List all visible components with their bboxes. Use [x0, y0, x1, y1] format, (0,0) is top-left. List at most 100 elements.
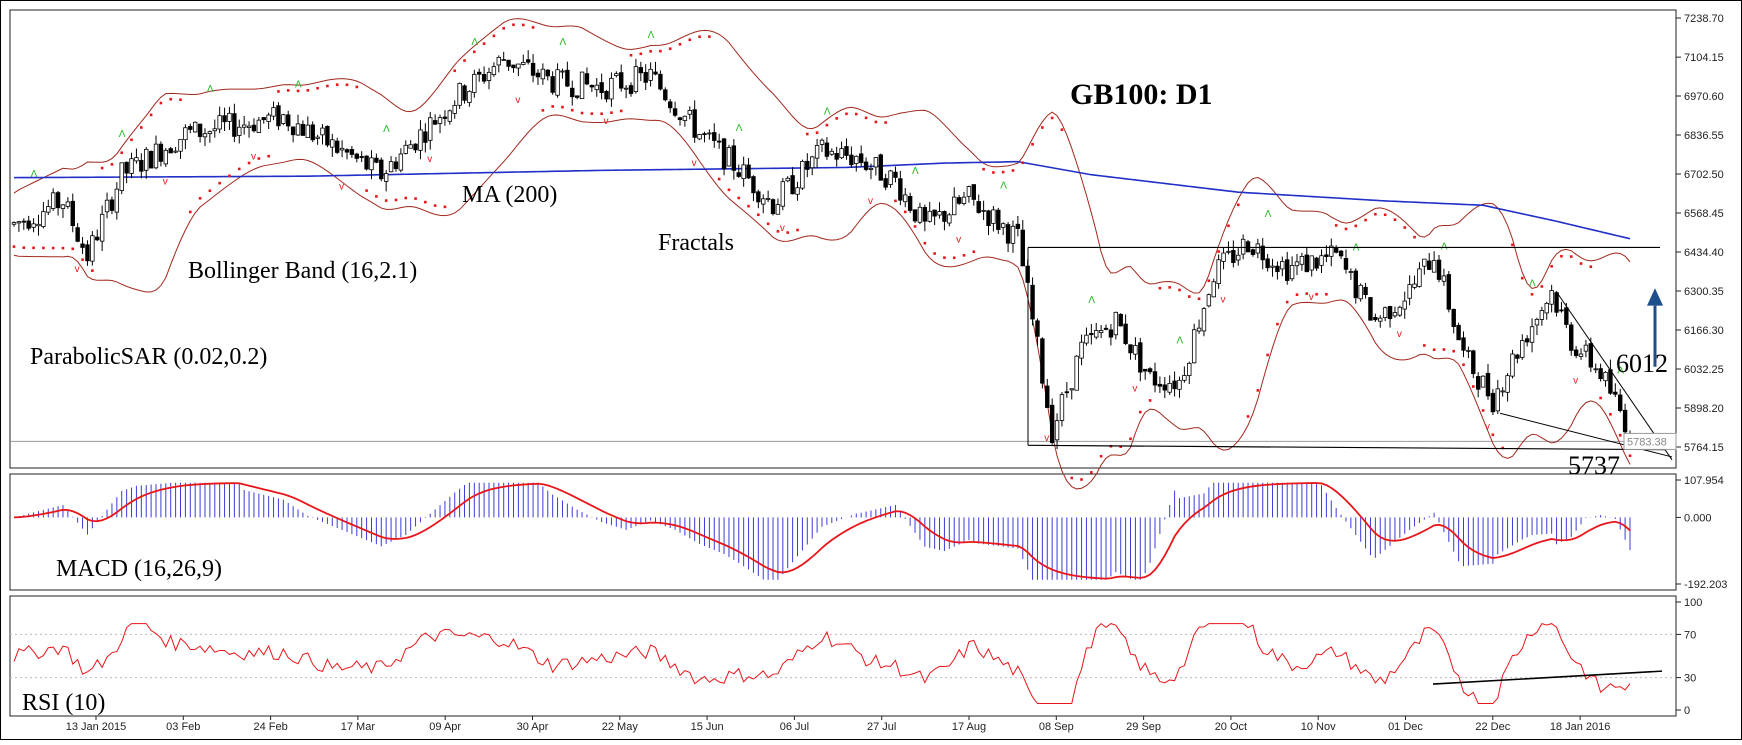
- candle-body: [584, 73, 590, 85]
- psar-dot: [1383, 213, 1387, 217]
- psar-dot: [1011, 169, 1015, 172]
- candle-body: [1368, 297, 1373, 321]
- candle-body: [1157, 383, 1163, 387]
- psar-dot: [1129, 437, 1132, 441]
- fractal-up-marker: Ʌ: [383, 124, 390, 135]
- candle-body: [1539, 310, 1545, 320]
- candle-body: [379, 159, 384, 180]
- psar-dot: [198, 196, 202, 200]
- candle-body: [183, 127, 188, 141]
- candle-body: [545, 69, 550, 77]
- psar-dot: [649, 50, 652, 53]
- x-date-label: 22 May: [602, 721, 639, 733]
- psar-dot: [32, 246, 35, 250]
- psar-dot: [610, 111, 613, 114]
- candle-body: [614, 73, 619, 77]
- psar-dot: [91, 269, 94, 272]
- candle-body: [927, 210, 932, 222]
- candle-body: [1265, 258, 1270, 269]
- candle-body: [1603, 371, 1608, 382]
- support-line: [1027, 444, 1666, 451]
- psar-dot: [1315, 292, 1318, 296]
- candle-body: [795, 187, 800, 195]
- psar-dot: [688, 38, 692, 42]
- fractal-up-marker: Ʌ: [31, 169, 38, 180]
- candle-body: [702, 133, 707, 136]
- candle-body: [197, 123, 203, 137]
- psar-dot: [531, 26, 535, 29]
- candle-body: [168, 148, 173, 154]
- candle-body: [408, 144, 413, 149]
- candle-body: [1314, 257, 1319, 269]
- candle-body: [981, 210, 986, 212]
- candle-body: [1133, 345, 1138, 355]
- candle-body: [893, 171, 898, 178]
- candle-body: [85, 244, 90, 262]
- psar-dot: [1041, 126, 1044, 129]
- psar-dot: [1560, 254, 1563, 258]
- psar-dot: [952, 256, 956, 260]
- psar-dot: [1080, 478, 1083, 481]
- psar-dot: [884, 121, 887, 124]
- psar-dot: [1021, 161, 1025, 165]
- fractal-down-marker: v: [1044, 433, 1049, 444]
- psar-dot: [1099, 454, 1103, 458]
- price-y-tick-label: 6032.25: [1684, 364, 1724, 376]
- candle-body: [501, 59, 506, 61]
- candle-body: [868, 167, 874, 170]
- candle-body: [452, 105, 457, 114]
- candle-body: [1520, 340, 1525, 358]
- candle-body: [1500, 390, 1505, 393]
- candle-body: [1569, 324, 1574, 351]
- psar-dot: [120, 151, 124, 155]
- candle-body: [1206, 294, 1212, 307]
- rsi-trendline: [1432, 670, 1663, 685]
- psar-dot: [1285, 300, 1289, 304]
- fractal-down-marker: v: [515, 95, 520, 106]
- fractal-up-marker: Ʌ: [1176, 335, 1183, 346]
- psar-dot: [218, 181, 221, 185]
- candle-body: [1573, 349, 1579, 356]
- chart-title: GB100: D1: [1070, 78, 1213, 111]
- psar-dot: [668, 47, 672, 51]
- candle-body: [481, 74, 487, 82]
- candle-body: [1471, 350, 1476, 375]
- x-date-label: 24 Feb: [253, 721, 287, 733]
- psar-dot: [864, 116, 868, 120]
- psar-dot: [619, 109, 623, 113]
- psar-dot: [1060, 128, 1064, 131]
- candle-body: [716, 140, 722, 143]
- psar-dot: [570, 108, 574, 112]
- candle-body: [227, 112, 232, 122]
- candle-body: [1275, 265, 1280, 273]
- candle-body: [1010, 225, 1016, 244]
- candle-body: [339, 147, 345, 151]
- psar-dot: [1168, 286, 1171, 289]
- candle-body: [1064, 391, 1070, 394]
- candle-body: [506, 59, 511, 67]
- psar-dot: [639, 52, 643, 56]
- psar-dot: [335, 83, 339, 86]
- psar-dot: [874, 120, 878, 124]
- psar-dot: [786, 231, 790, 234]
- candle-body: [11, 222, 17, 225]
- x-date-label: 10 Nov: [1301, 721, 1336, 733]
- candle-body: [310, 124, 315, 141]
- candle-body: [628, 85, 634, 94]
- candle-body: [237, 126, 242, 136]
- fractal-up-marker: Ʌ: [471, 37, 478, 48]
- psar-dot: [1295, 293, 1299, 296]
- candle-body: [1329, 245, 1334, 257]
- candle-body: [1123, 323, 1128, 344]
- candle-body: [144, 148, 149, 171]
- candle-body: [898, 178, 903, 201]
- candle-body: [540, 68, 546, 80]
- fractal-up-marker: Ʌ: [648, 30, 655, 41]
- candle-body: [1348, 271, 1354, 273]
- psar-dot: [1432, 348, 1436, 352]
- psar-dot: [1217, 250, 1220, 253]
- candle-body: [1143, 368, 1148, 372]
- fractal-down-marker: v: [956, 234, 961, 245]
- candle-body: [873, 157, 879, 168]
- candle-body: [256, 119, 262, 133]
